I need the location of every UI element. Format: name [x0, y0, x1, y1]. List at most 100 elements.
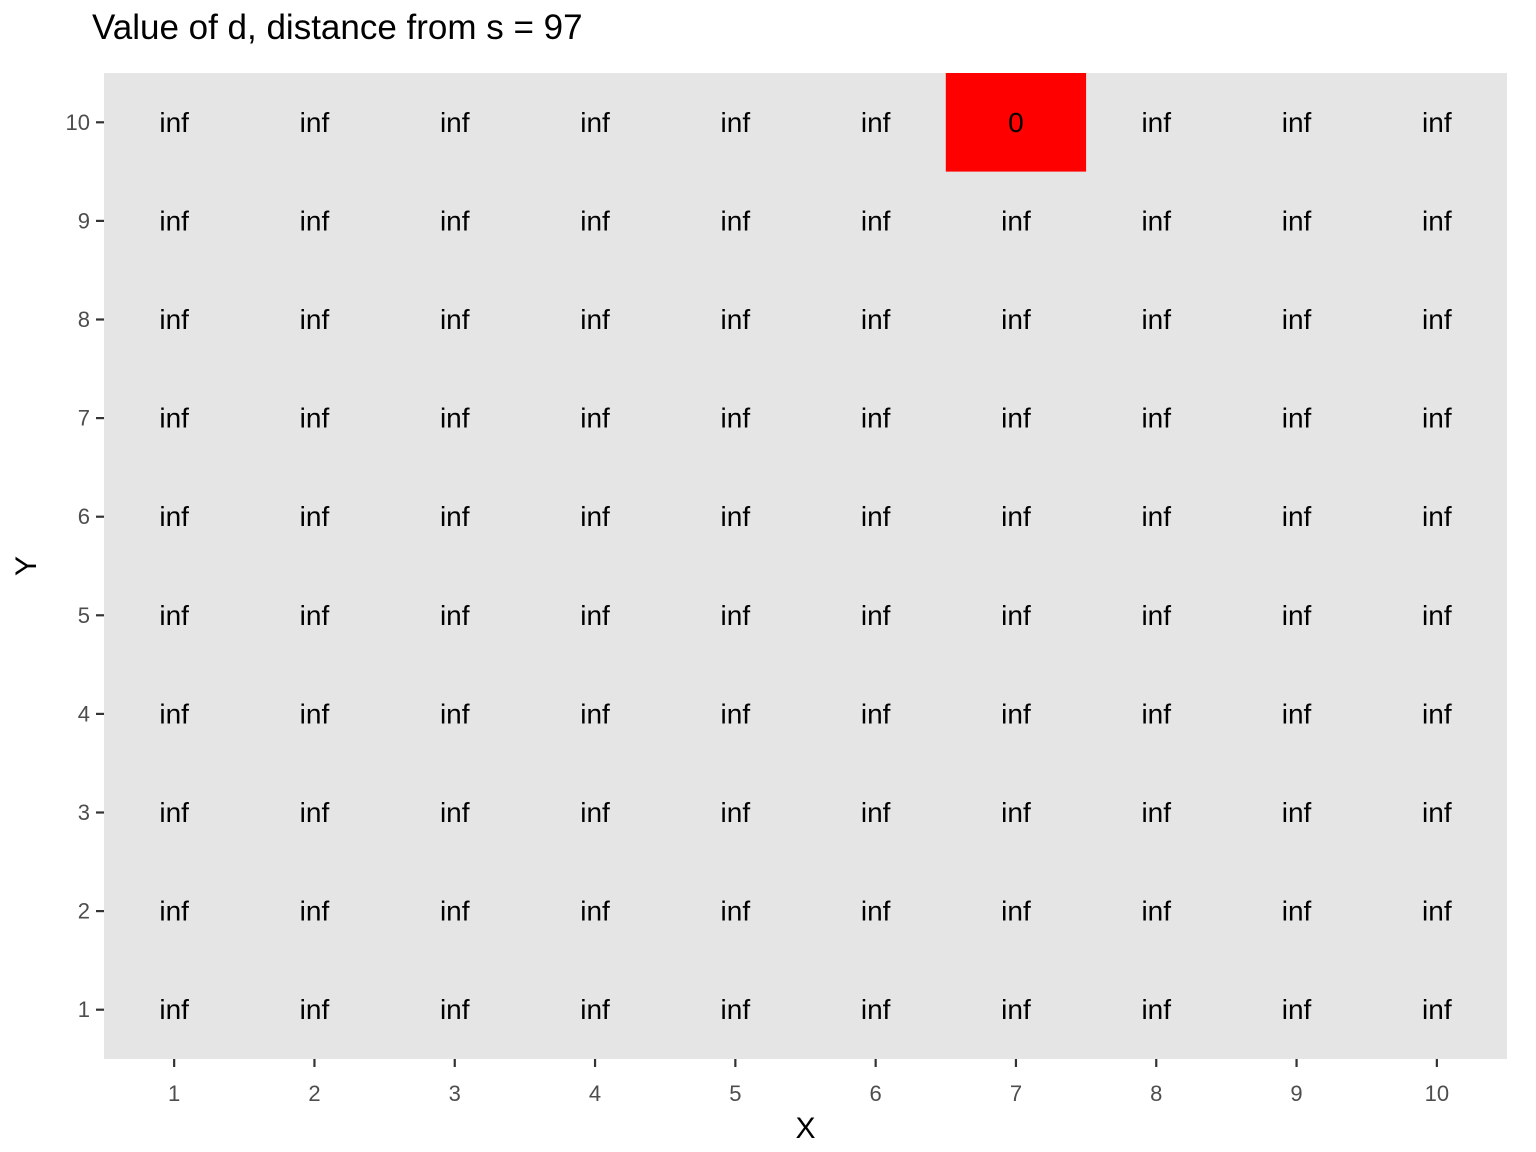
cell-label-x2-y7: inf: [300, 403, 330, 434]
cell-label-x8-y6: inf: [1141, 501, 1171, 532]
cell-label-x9-y5: inf: [1282, 600, 1312, 631]
cell-label-x4-y8: inf: [580, 304, 610, 335]
cell-label-x2-y1: inf: [300, 994, 330, 1025]
plot-panel-background: [104, 73, 1507, 1059]
y-tick-label-4: 4: [78, 701, 90, 726]
cell-label-x6-y9: inf: [861, 205, 891, 236]
cell-label-x9-y8: inf: [1282, 304, 1312, 335]
y-tick-label-5: 5: [78, 603, 90, 628]
y-tick-label-6: 6: [78, 504, 90, 529]
cell-label-x5-y9: inf: [721, 205, 751, 236]
cell-label-x8-y2: inf: [1141, 896, 1171, 927]
cell-label-x1-y1: inf: [159, 994, 189, 1025]
cell-label-x5-y8: inf: [721, 304, 751, 335]
y-tick-label-7: 7: [78, 406, 90, 431]
cell-label-x4-y9: inf: [580, 205, 610, 236]
x-tick-label-2: 2: [308, 1081, 320, 1106]
cell-label-x5-y5: inf: [721, 600, 751, 631]
cell-label-x7-y6: inf: [1001, 501, 1031, 532]
cell-label-x3-y2: inf: [440, 896, 470, 927]
cell-label-x3-y9: inf: [440, 205, 470, 236]
cell-label-x1-y6: inf: [159, 501, 189, 532]
cell-label-x3-y7: inf: [440, 403, 470, 434]
cell-label-x4-y6: inf: [580, 501, 610, 532]
cell-label-x8-y1: inf: [1141, 994, 1171, 1025]
cell-label-x4-y3: inf: [580, 797, 610, 828]
y-tick-label-9: 9: [78, 208, 90, 233]
cell-label-x3-y6: inf: [440, 501, 470, 532]
x-tick-label-10: 10: [1425, 1081, 1449, 1106]
cell-label-x6-y4: inf: [861, 698, 891, 729]
cell-label-x2-y9: inf: [300, 205, 330, 236]
cell-label-x7-y4: inf: [1001, 698, 1031, 729]
cell-label-x2-y5: inf: [300, 600, 330, 631]
cell-label-x2-y8: inf: [300, 304, 330, 335]
cell-label-x6-y7: inf: [861, 403, 891, 434]
x-tick-label-9: 9: [1290, 1081, 1302, 1106]
cell-label-x7-y7: inf: [1001, 403, 1031, 434]
cell-label-x8-y9: inf: [1141, 205, 1171, 236]
cell-label-x9-y9: inf: [1282, 205, 1312, 236]
cell-label-x7-y8: inf: [1001, 304, 1031, 335]
cell-label-x6-y8: inf: [861, 304, 891, 335]
x-tick-label-1: 1: [168, 1081, 180, 1106]
cell-label-x5-y1: inf: [721, 994, 751, 1025]
cell-label-x6-y5: inf: [861, 600, 891, 631]
cell-label-x10-y3: inf: [1422, 797, 1452, 828]
cell-label-x4-y2: inf: [580, 896, 610, 927]
cell-label-x2-y6: inf: [300, 501, 330, 532]
x-tick-label-5: 5: [729, 1081, 741, 1106]
cell-label-x8-y4: inf: [1141, 698, 1171, 729]
cell-label-x4-y7: inf: [580, 403, 610, 434]
cell-label-x8-y8: inf: [1141, 304, 1171, 335]
cell-label-x4-y5: inf: [580, 600, 610, 631]
cell-label-x3-y5: inf: [440, 600, 470, 631]
cell-label-x10-y7: inf: [1422, 403, 1452, 434]
x-tick-label-8: 8: [1150, 1081, 1162, 1106]
cell-label-x7-y10: 0: [1008, 107, 1024, 138]
cell-label-x7-y1: inf: [1001, 994, 1031, 1025]
cell-label-x5-y10: inf: [721, 107, 751, 138]
cell-label-x7-y3: inf: [1001, 797, 1031, 828]
cell-label-x1-y10: inf: [159, 107, 189, 138]
cell-label-x1-y9: inf: [159, 205, 189, 236]
x-axis-title: X: [795, 1112, 815, 1145]
cell-label-x4-y10: inf: [580, 107, 610, 138]
cell-label-x7-y2: inf: [1001, 896, 1031, 927]
cell-label-x9-y4: inf: [1282, 698, 1312, 729]
cell-label-x10-y4: inf: [1422, 698, 1452, 729]
cell-label-x5-y3: inf: [721, 797, 751, 828]
cell-label-x10-y9: inf: [1422, 205, 1452, 236]
cell-label-x4-y4: inf: [580, 698, 610, 729]
cell-label-x9-y3: inf: [1282, 797, 1312, 828]
cell-label-x9-y10: inf: [1282, 107, 1312, 138]
y-tick-label-8: 8: [78, 307, 90, 332]
cell-label-x6-y3: inf: [861, 797, 891, 828]
cell-label-x1-y2: inf: [159, 896, 189, 927]
cell-label-x10-y1: inf: [1422, 994, 1452, 1025]
x-tick-label-7: 7: [1010, 1081, 1022, 1106]
cell-label-x1-y8: inf: [159, 304, 189, 335]
cell-label-x4-y1: inf: [580, 994, 610, 1025]
cell-label-x9-y2: inf: [1282, 896, 1312, 927]
x-tick-label-6: 6: [870, 1081, 882, 1106]
cell-label-x2-y10: inf: [300, 107, 330, 138]
cell-label-x3-y10: inf: [440, 107, 470, 138]
cell-label-x1-y7: inf: [159, 403, 189, 434]
y-tick-label-2: 2: [78, 899, 90, 924]
cell-label-x8-y5: inf: [1141, 600, 1171, 631]
cell-label-x1-y4: inf: [159, 698, 189, 729]
cell-label-x6-y6: inf: [861, 501, 891, 532]
cell-label-x3-y8: inf: [440, 304, 470, 335]
x-tick-label-3: 3: [449, 1081, 461, 1106]
y-tick-label-10: 10: [66, 110, 90, 135]
cell-label-x5-y4: inf: [721, 698, 751, 729]
cell-label-x9-y7: inf: [1282, 403, 1312, 434]
cell-label-x5-y6: inf: [721, 501, 751, 532]
cell-label-x10-y8: inf: [1422, 304, 1452, 335]
cell-label-x1-y5: inf: [159, 600, 189, 631]
cell-label-x5-y7: inf: [721, 403, 751, 434]
cell-label-x6-y1: inf: [861, 994, 891, 1025]
